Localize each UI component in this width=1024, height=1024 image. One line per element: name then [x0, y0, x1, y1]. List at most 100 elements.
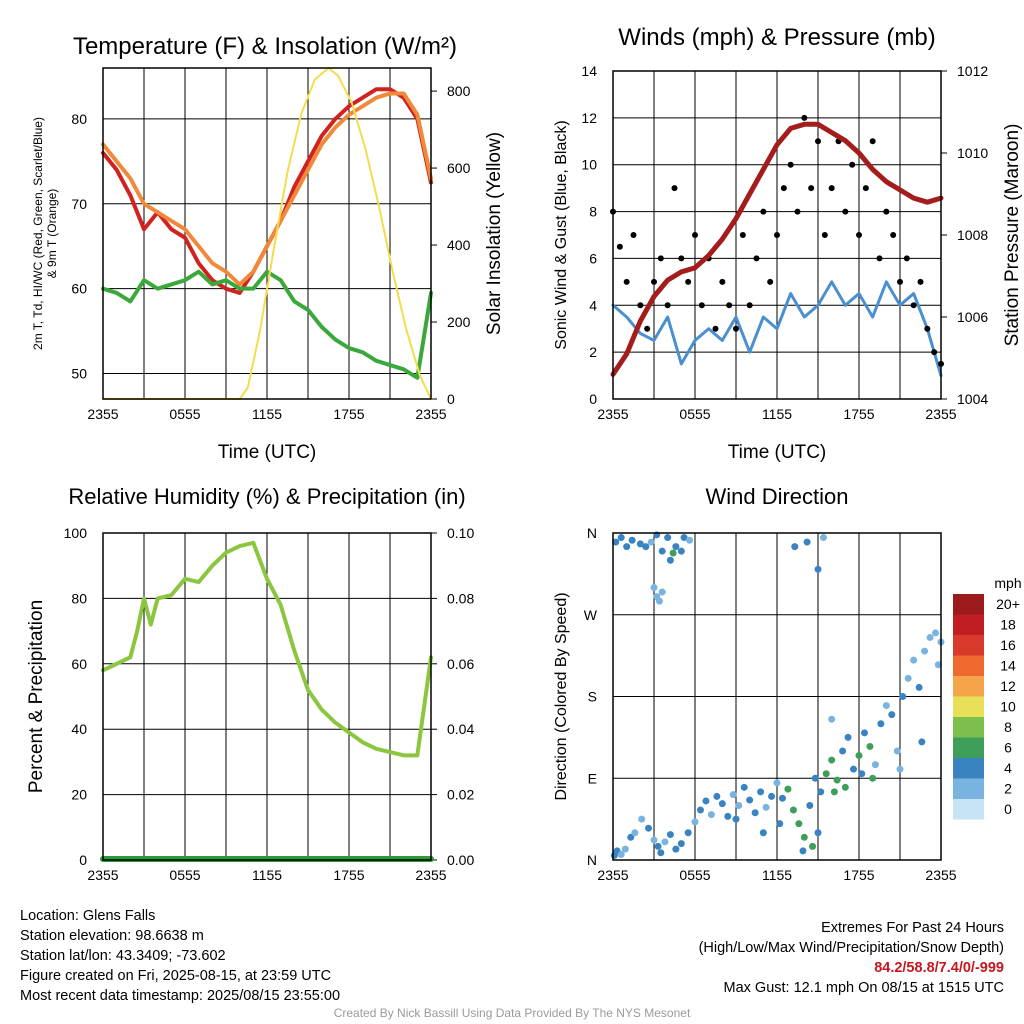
legend-swatch: [953, 799, 984, 820]
direction-point: [664, 534, 672, 542]
direction-point: [809, 842, 817, 850]
chart-title: Relative Humidity (%) & Precipitation (i…: [68, 484, 465, 509]
direction-point: [778, 794, 786, 802]
gust-point: [698, 302, 705, 309]
y-tick-label: 8: [589, 204, 597, 220]
direction-point: [680, 534, 688, 542]
direction-point: [910, 656, 918, 664]
legend-label: 16: [1000, 637, 1016, 653]
direction-point: [800, 833, 808, 841]
legend-swatch: [953, 717, 984, 738]
direction-point: [819, 534, 827, 542]
y-tick-label: 70: [71, 196, 87, 212]
y-tick-label: 2: [589, 344, 597, 360]
direction-point: [628, 536, 636, 544]
direction-point: [623, 543, 631, 551]
y2-tick-label: 600: [447, 160, 471, 176]
gust-point: [903, 255, 910, 262]
direction-point: [658, 547, 666, 555]
y-tick-label: 40: [71, 721, 87, 737]
gust-point: [733, 325, 739, 332]
direction-point: [784, 785, 792, 793]
gust-point: [671, 185, 678, 192]
direction-point: [768, 792, 776, 800]
gust-point: [774, 232, 780, 238]
legend-swatch: [953, 737, 984, 758]
x-tick-label: 1155: [762, 406, 792, 422]
direction-point: [791, 543, 799, 551]
legend-swatch: [953, 778, 984, 799]
y2-tick-label: 0.04: [447, 721, 474, 737]
x-tick-label: 0555: [169, 406, 200, 422]
direction-point: [869, 774, 877, 782]
y-tick-label: N: [587, 525, 597, 541]
direction-point: [617, 851, 625, 859]
y2-tick-label: 800: [447, 83, 471, 99]
x-tick-label: 1155: [252, 867, 282, 883]
legend-swatch: [953, 696, 984, 717]
legend-swatch: [953, 635, 984, 656]
series-line-pressure: [610, 121, 944, 377]
gust-point: [657, 255, 664, 262]
direction-point: [934, 661, 942, 669]
legend-label: 14: [1000, 658, 1016, 674]
gust-point: [739, 232, 746, 238]
direction-point: [732, 815, 740, 823]
y-tick-label: W: [584, 607, 598, 623]
gust-point: [821, 232, 828, 238]
x-tick-label: 1755: [333, 867, 364, 883]
x-axis-label: Time (UTC): [218, 442, 317, 463]
gust-point: [890, 232, 897, 238]
gust-point: [637, 302, 644, 309]
gust-point: [910, 302, 917, 309]
direction-point: [814, 829, 822, 837]
direction-point: [751, 809, 759, 817]
direction-point: [773, 779, 781, 787]
y2-tick-label: 0.08: [447, 590, 474, 606]
x-tick-label: 2355: [415, 406, 446, 422]
latlon-text: Station lat/lon: 43.3409; -73.602: [20, 948, 226, 964]
gust-point: [719, 278, 726, 285]
direction-point: [669, 549, 677, 557]
direction-point: [658, 588, 666, 596]
legend-swatch: [953, 676, 984, 697]
x-tick-label: 2355: [597, 867, 628, 883]
elevation-text: Station elevation: 98.6638 m: [20, 928, 204, 944]
gust-point: [678, 255, 685, 262]
direction-point: [724, 812, 732, 820]
y-tick-label: 0: [589, 391, 597, 407]
direction-point: [926, 633, 934, 641]
direction-point: [707, 811, 715, 819]
plot-border: [102, 532, 432, 861]
gust-point: [849, 161, 856, 168]
plot-border: [612, 70, 942, 400]
y2-tick-label: 1012: [957, 63, 988, 79]
x-tick-label: 1755: [843, 867, 874, 883]
gust-point: [780, 185, 787, 192]
gust-point: [787, 161, 794, 168]
extremes-subtitle: (High/Low/Max Wind/Precipitation/Snow De…: [698, 940, 1004, 956]
direction-point: [871, 761, 879, 769]
direction-point: [795, 820, 803, 828]
gust-point: [623, 278, 630, 285]
x-axis-label: Time (UTC): [728, 442, 827, 463]
direction-point: [677, 547, 685, 555]
direction-point: [650, 584, 658, 591]
direction-point: [740, 783, 748, 791]
direction-point: [645, 824, 653, 832]
direction-point: [915, 683, 923, 691]
y-tick-label: 12: [581, 110, 597, 126]
gust-point: [808, 185, 815, 192]
direction-point: [858, 770, 866, 778]
y2-tick-label: 0.10: [447, 525, 474, 541]
location-text: Location: Glens Falls: [20, 908, 156, 924]
extremes-info: Extremes For Past 24 Hours (High/Low/Max…: [699, 918, 1004, 998]
direction-point: [684, 829, 692, 837]
max-gust-text: Max Gust: 12.1 mph On 08/15 at 1515 UTC: [723, 980, 1004, 996]
y-tick-label: 20: [71, 787, 87, 803]
direction-point: [718, 800, 726, 808]
chart-title: Winds (mph) & Pressure (mb): [618, 24, 935, 51]
x-tick-label: 2355: [87, 406, 118, 422]
gust-point: [630, 232, 637, 238]
direction-point: [814, 565, 822, 573]
